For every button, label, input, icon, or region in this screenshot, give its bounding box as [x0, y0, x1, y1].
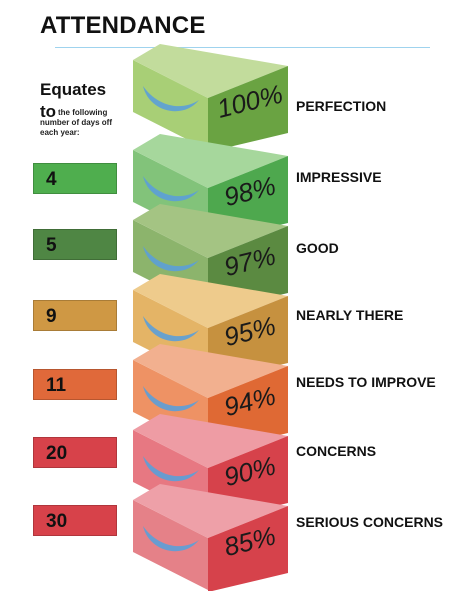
block-front-face — [133, 60, 208, 150]
level-label: NEARLY THERE — [296, 307, 404, 323]
block-top-face — [133, 134, 288, 188]
swoosh-icon — [143, 176, 199, 202]
block-top-face — [133, 344, 288, 398]
block-top-face — [133, 414, 288, 468]
level-label: PERFECTION — [296, 98, 387, 114]
block-top-face — [133, 274, 288, 328]
block-side-face — [208, 506, 288, 591]
days-off-box: 11 — [33, 369, 117, 400]
days-off-value: 30 — [46, 511, 68, 532]
swoosh-icon — [143, 86, 199, 112]
days-off-box: 30 — [33, 505, 117, 536]
swoosh-icon — [143, 316, 199, 342]
days-off-box: 9 — [33, 300, 117, 331]
swoosh-icon — [143, 246, 199, 272]
days-off-value: 11 — [46, 375, 67, 396]
level-label: IMPRESSIVE — [296, 169, 382, 185]
equates-detail-2: number of days off each year: — [40, 118, 113, 137]
swoosh-icon — [143, 526, 199, 552]
days-off-value: 5 — [46, 235, 57, 256]
days-off-value: 20 — [46, 443, 68, 464]
equates-detail-1: the following — [58, 108, 108, 117]
days-off-box: 20 — [33, 437, 117, 468]
days-off-value: 9 — [46, 306, 57, 327]
swoosh-icon — [143, 456, 199, 482]
block-top-face — [133, 44, 288, 98]
block-front-face — [133, 500, 208, 590]
days-off-box: 5 — [33, 229, 117, 260]
block-top-face — [133, 204, 288, 258]
title-divider — [55, 47, 430, 48]
level-label: SERIOUS CONCERNS — [296, 514, 444, 530]
stack-block: 100% — [133, 44, 288, 152]
level-label: CONCERNS — [296, 443, 377, 459]
stack-block: 85% — [133, 484, 288, 591]
swoosh-icon — [143, 386, 199, 412]
days-off-box: 4 — [33, 163, 117, 194]
days-off-value: 4 — [46, 169, 57, 190]
level-label: GOOD — [296, 240, 339, 256]
page-title: ATTENDANCE — [40, 12, 206, 39]
block-top-face — [133, 484, 288, 538]
equates-heading: Equates — [40, 80, 107, 99]
level-label: NEEDS TO IMPROVE — [296, 374, 436, 390]
block-side-face — [208, 66, 288, 152]
equates-to: to — [40, 102, 57, 121]
